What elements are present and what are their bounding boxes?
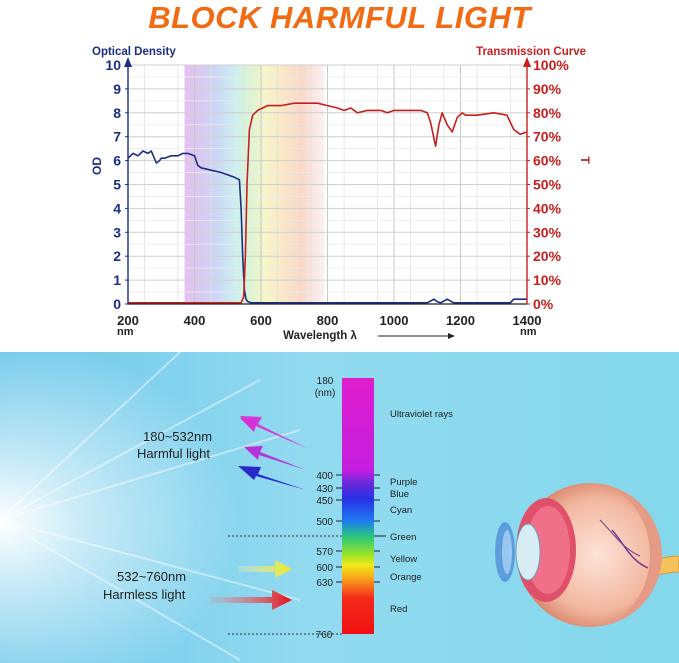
spectrum-panel: 180 (nm) 760 400 430 450 500 570 600 630 Ultra…	[0, 352, 679, 663]
scale-top-value: 180	[317, 376, 334, 387]
left-tick-label: 9	[113, 81, 121, 97]
right-axis-label: T	[578, 156, 592, 164]
chart-axes: 0123456789100%10%20%30%40%50%60%70%80%90…	[105, 57, 569, 328]
right-tick-label: 10%	[533, 272, 562, 288]
right-tick-label: 100%	[533, 57, 569, 73]
harmful-arrows	[238, 416, 308, 490]
x-axis-arrow	[378, 333, 455, 339]
x-tick-label: 1000	[380, 313, 409, 328]
right-tick-label: 40%	[533, 200, 562, 216]
eye-illustration	[495, 483, 679, 627]
x-tick-label: 1200	[446, 313, 475, 328]
x-tick-label: 200	[117, 313, 139, 328]
right-tick-label: 90%	[533, 81, 562, 97]
scale-band-label: Purple	[390, 477, 417, 488]
x-tick-label: 1400	[513, 313, 542, 328]
harmless-arrows	[210, 560, 292, 610]
scale-top-unit: (nm)	[315, 388, 336, 399]
scale-tick-label: 600	[316, 563, 333, 574]
right-tick-label: 20%	[533, 248, 562, 264]
scale-band-label: Ultraviolet rays	[390, 409, 453, 420]
right-tick-label: 50%	[533, 177, 562, 193]
harmful-range: 180~532nm	[143, 429, 212, 444]
x-tick-label: 400	[184, 313, 206, 328]
left-tick-label: 10	[105, 57, 121, 73]
left-tick-label: 3	[113, 224, 121, 240]
scale-tick-label: 430	[316, 484, 333, 495]
x-tick-label: 600	[250, 313, 272, 328]
harmless-label: Harmless light	[103, 587, 186, 602]
scale-bottom-value: 760	[316, 630, 333, 641]
scale-tick-label: 500	[316, 517, 333, 528]
right-tick-label: 0%	[533, 296, 554, 312]
x-axis-label: Wavelength λ	[283, 330, 357, 342]
x-unit-left: nm	[117, 326, 134, 338]
spectrum-scale	[228, 378, 386, 635]
series-line-t	[128, 102, 528, 304]
x-tick-label: 800	[317, 313, 339, 328]
transmission-chart: 0123456789100%10%20%30%40%50%60%70%80%90…	[90, 46, 592, 342]
scale-band-label: Green	[390, 532, 416, 543]
right-tick-label: 70%	[533, 129, 562, 145]
scale-tick-label: 630	[316, 578, 333, 589]
page-title: BLOCK HARMFUL LIGHT	[148, 0, 531, 35]
left-tick-label: 7	[113, 129, 121, 145]
left-axis-title: Optical Density	[92, 46, 176, 58]
scale-tick-label: 570	[316, 547, 333, 558]
harmful-label: Harmful light	[137, 446, 210, 461]
scale-tick-label: 400	[316, 471, 333, 482]
left-tick-label: 1	[113, 272, 121, 288]
scale-band-label: Red	[390, 604, 407, 615]
left-axis-label: OD	[90, 157, 104, 175]
x-unit-right: nm	[520, 326, 537, 338]
left-tick-label: 4	[113, 200, 121, 216]
left-tick-label: 6	[113, 153, 121, 169]
chart-series	[127, 102, 528, 304]
chart-grid	[127, 64, 528, 305]
scale-tick-label: 450	[316, 496, 333, 507]
scale-band-label: Yellow	[390, 554, 417, 565]
left-tick-label: 5	[113, 177, 121, 193]
harmless-range: 532~760nm	[117, 569, 186, 584]
series-line-od	[127, 150, 527, 304]
right-tick-label: 80%	[533, 105, 562, 121]
left-tick-label: 2	[113, 248, 121, 264]
left-tick-label: 0	[113, 296, 121, 312]
left-tick-label: 8	[113, 105, 121, 121]
right-axis-title: Transmission Curve	[476, 46, 586, 58]
scale-band-label: Orange	[390, 572, 422, 583]
scale-band-label: Blue	[390, 489, 409, 500]
right-tick-label: 30%	[533, 224, 562, 240]
scale-band-label: Cyan	[390, 505, 412, 516]
right-tick-label: 60%	[533, 153, 562, 169]
